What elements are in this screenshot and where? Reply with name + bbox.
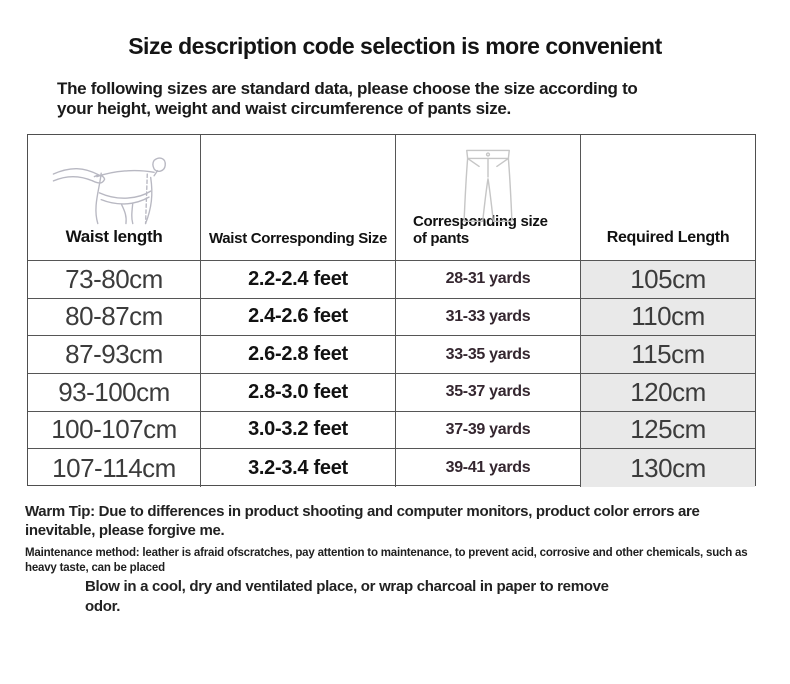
page-title: Size description code selection is more … bbox=[128, 33, 662, 59]
waist-feet-cell: 3.0-3.2 feet bbox=[201, 411, 396, 450]
pants-yards-cell: 37-39 yards bbox=[396, 411, 581, 450]
waist-cm-cell: 107-114cm bbox=[28, 449, 201, 487]
pants-yards-cell: 33-35 yards bbox=[396, 336, 581, 374]
waist-feet-cell: 2.2-2.4 feet bbox=[201, 261, 396, 299]
column-label-waist-length: Waist length bbox=[65, 227, 163, 246]
warm-tip-note: Warm Tip: Due to differences in product … bbox=[25, 502, 777, 540]
subtitle-line-1: The following sizes are standard data, p… bbox=[57, 79, 638, 98]
maintenance-line-1: Maintenance method: leather is afraid of… bbox=[25, 547, 748, 559]
waist-feet-cell: 3.2-3.4 feet bbox=[201, 449, 396, 487]
column-label-waist-size: Waist Corresponding Size bbox=[208, 230, 388, 247]
pants-yards-cell: 28-31 yards bbox=[396, 261, 581, 299]
column-label-required-length: Required Length bbox=[606, 229, 730, 246]
required-length-cell: 110cm bbox=[581, 298, 755, 337]
waist-cm-cell: 100-107cm bbox=[28, 411, 201, 450]
required-length-cell: 120cm bbox=[581, 373, 755, 412]
waist-feet-cell: 2.6-2.8 feet bbox=[201, 336, 396, 374]
warm-tip-line-2: inevitable, please forgive me. bbox=[25, 522, 225, 539]
waist-measure-icon bbox=[28, 143, 200, 229]
pants-yards-cell: 31-33 yards bbox=[396, 298, 581, 337]
maintenance-note: Maintenance method: leather is afraid of… bbox=[25, 546, 777, 575]
required-length-cell: 125cm bbox=[581, 411, 755, 450]
pants-yards-cell: 39-41 yards bbox=[396, 449, 581, 487]
required-length-cell: 105cm bbox=[581, 261, 755, 299]
pants-yards-cell: 35-37 yards bbox=[396, 373, 581, 412]
required-length-cell: 130cm bbox=[581, 449, 755, 487]
waist-cm-cell: 73-80cm bbox=[28, 261, 201, 299]
subtitle-line-2: your height, weight and waist circumfere… bbox=[57, 99, 511, 118]
column-header-waist-length: Waist length bbox=[28, 135, 201, 261]
waist-cm-cell: 87-93cm bbox=[28, 336, 201, 374]
storage-line-2: odor. bbox=[85, 597, 121, 615]
warm-tip-line-1: Warm Tip: Due to differences in product … bbox=[25, 503, 700, 520]
waist-cm-cell: 93-100cm bbox=[28, 373, 201, 412]
waist-feet-cell: 2.8-3.0 feet bbox=[201, 373, 396, 412]
size-chart-table: Waist length Waist Corresponding Size Co… bbox=[27, 134, 756, 487]
column-header-pants-size: Corresponding size of pants bbox=[396, 135, 581, 261]
maintenance-line-2: heavy taste, can be placed bbox=[25, 561, 165, 574]
page-subtitle: The following sizes are standard data, p… bbox=[57, 79, 757, 119]
required-length-cell: 115cm bbox=[581, 336, 755, 374]
column-header-waist-size: Waist Corresponding Size bbox=[201, 135, 396, 261]
waist-cm-cell: 80-87cm bbox=[28, 298, 201, 337]
pants-icon bbox=[396, 143, 580, 227]
storage-line-1: Blow in a cool, dry and ventilated place… bbox=[85, 578, 609, 595]
storage-note: Blow in a cool, dry and ventilated place… bbox=[85, 577, 725, 616]
column-header-required-length: Required Length bbox=[581, 135, 755, 261]
waist-feet-cell: 2.4-2.6 feet bbox=[201, 298, 396, 337]
